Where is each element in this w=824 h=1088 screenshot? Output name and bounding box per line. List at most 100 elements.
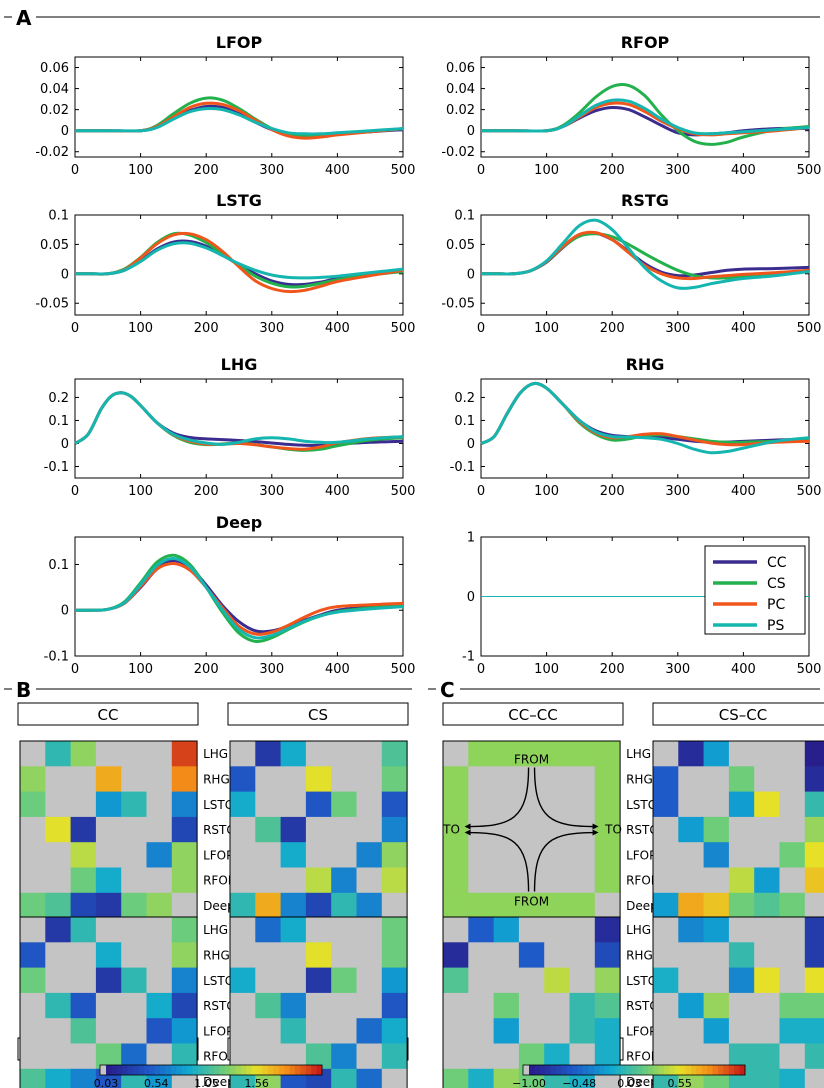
- heatmap-cell: [804, 1043, 824, 1070]
- heatmap-cell: [230, 992, 256, 1019]
- flow-arrow: [466, 767, 530, 828]
- x-tick-label: 500: [797, 662, 822, 677]
- colorbar-step: [235, 1065, 242, 1075]
- x-tick-label: 300: [665, 484, 690, 499]
- heatmap-cell: [121, 967, 147, 994]
- row-label: RFOP: [203, 1050, 235, 1064]
- heatmap-cell: [146, 791, 173, 818]
- heatmap-cell: [356, 1068, 383, 1088]
- heatmap-cell: [703, 967, 730, 994]
- y-tick-label: 0.04: [446, 82, 475, 97]
- colorbar-step: [647, 1065, 654, 1075]
- row-label: LHG: [203, 747, 228, 761]
- heatmap-cell: [493, 741, 520, 767]
- series-line-ps: [75, 106, 404, 136]
- y-tick-label: 1: [467, 531, 475, 546]
- heatmap-cell: [703, 741, 730, 767]
- colorbar-step: [566, 1065, 573, 1075]
- heatmap-cell: [95, 892, 122, 919]
- heatmap-cell: [95, 816, 122, 843]
- annotation-to: TO: [442, 823, 460, 837]
- heatmap-cell: [678, 917, 704, 943]
- heatmap-cell: [95, 766, 122, 792]
- row-label: RFOP: [203, 874, 235, 888]
- heatmap-cell: [45, 1018, 71, 1044]
- x-tick-label: 100: [128, 484, 153, 499]
- x-tick-label: 500: [391, 484, 416, 499]
- heatmap-cell: [171, 741, 198, 767]
- row-label: Deep: [203, 1075, 235, 1088]
- heatmap-cell: [331, 741, 357, 767]
- heatmap-cell: [20, 1043, 46, 1070]
- y-tick-label: 0.1: [48, 414, 69, 429]
- heatmap-cell: [594, 1018, 621, 1044]
- heatmap-frame: [652, 916, 824, 1088]
- heatmap-cell: [493, 992, 520, 1019]
- heatmap-cell: [754, 1068, 780, 1088]
- heatmap-cell: [230, 1018, 256, 1044]
- x-tick-label: 200: [600, 662, 625, 677]
- heatmap-cell: [171, 942, 198, 968]
- heatmap-cell: [754, 992, 780, 1019]
- row-label: LSTG: [203, 974, 234, 988]
- heatmap-cell: [468, 741, 494, 767]
- heatmap-cell: [381, 766, 408, 792]
- heatmap-cell: [518, 992, 545, 1019]
- plot-frame: [74, 536, 404, 657]
- colorbar-step: [577, 1065, 584, 1075]
- heatmap-cell: [804, 842, 824, 868]
- heatmap-cell: [678, 816, 704, 843]
- colorbar-frame: [522, 1064, 746, 1076]
- colorbar-step: [143, 1065, 150, 1075]
- heatmap-cell: [653, 892, 679, 919]
- heatmap-cell: [493, 1043, 520, 1070]
- heatmap-cell: [305, 967, 332, 994]
- colorbar-b: 0.03 0.54 1.05 1.56: [94, 1064, 323, 1088]
- colorbar-step: [138, 1065, 145, 1075]
- heatmap-cell: [70, 791, 97, 818]
- y-tick-label: -0.05: [35, 297, 69, 312]
- heatmap-cell: [356, 967, 383, 994]
- colorbar-step: [154, 1065, 161, 1075]
- heatmap-cell: [280, 942, 307, 968]
- heatmap-cell: [518, 741, 545, 767]
- heatmap-cell: [653, 942, 679, 968]
- heatmap-cell: [443, 816, 469, 843]
- heatmap-cell: [569, 741, 596, 767]
- heatmap-cell: [594, 942, 621, 968]
- heatmap-cell: [356, 867, 383, 894]
- colorbar-step: [561, 1065, 568, 1075]
- colorbar-step: [230, 1065, 237, 1075]
- colorbar-step: [674, 1065, 681, 1075]
- x-tick-label: 200: [194, 662, 219, 677]
- y-tick-label: 0.1: [454, 209, 475, 224]
- colorbar-step: [165, 1065, 172, 1075]
- heatmap-cell: [70, 1043, 97, 1070]
- colorbar-step: [728, 1065, 735, 1075]
- colorbar-step: [626, 1065, 633, 1075]
- x-tick-label: 500: [797, 484, 822, 499]
- colorbar-step: [251, 1065, 258, 1075]
- legend-label-cs: CS: [767, 576, 786, 592]
- heatmap-cell: [468, 917, 494, 943]
- colorbar-step: [637, 1065, 643, 1075]
- heatmap-cell: [381, 791, 408, 818]
- heatmap-cell: [255, 1018, 281, 1044]
- legend-label-ps: PS: [767, 618, 784, 634]
- heatmap-cell: [230, 741, 256, 767]
- heatmap-cell: [518, 867, 545, 894]
- chart-title: RHG: [626, 355, 665, 374]
- heatmap-cell: [779, 1068, 806, 1088]
- heatmap-cell: [70, 842, 97, 868]
- heatmap-cell: [356, 942, 383, 968]
- heatmap-cell: [678, 766, 704, 792]
- heatmap-cell: [121, 942, 147, 968]
- x-tick-label: 0: [477, 662, 485, 677]
- arrow-head: [592, 823, 599, 830]
- heatmap-cell: [45, 992, 71, 1019]
- colorbar-step: [664, 1065, 670, 1075]
